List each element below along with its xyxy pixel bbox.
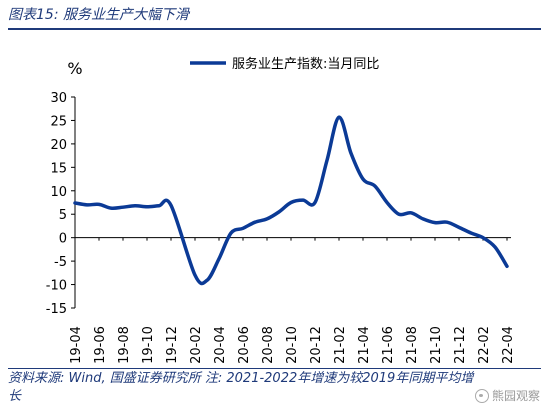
data-point-19-11 (158, 205, 160, 207)
data-point-20-05 (230, 232, 232, 234)
x-tick-label: 19-04 (69, 326, 84, 364)
x-tick-label: 20-08 (261, 326, 276, 364)
x-tick-label: 20-10 (285, 326, 300, 364)
data-point-21-12 (458, 226, 460, 228)
data-point-19-07 (110, 207, 112, 209)
y-tick-label: 5 (59, 208, 67, 223)
y-tick-label: -5 (54, 255, 67, 270)
y-tick-label: 20 (50, 138, 67, 153)
data-point-19-12 (170, 204, 172, 206)
data-point-20-11 (302, 199, 304, 201)
watermark: 熊园观察 (474, 387, 540, 404)
data-point-20-06 (242, 227, 244, 229)
data-point-21-10 (434, 221, 436, 223)
data-point-22-03 (494, 246, 496, 248)
x-ticks: 19-04 19-06 19-08 19-10 19-12 20-02 20-04 20-06… (69, 237, 516, 364)
watermark-text: 熊园观察 (491, 389, 540, 403)
data-point-20-04 (218, 258, 220, 260)
data-point-21-09 (422, 218, 424, 220)
data-point-21-08 (410, 212, 412, 214)
data-point-22-01 (470, 232, 472, 234)
chart-legend: 服务业生产指数:当月同比 (190, 56, 379, 72)
footer-divider (8, 368, 541, 369)
y-tick-label: 30 (50, 91, 67, 106)
x-tick-label: 21-02 (333, 326, 348, 364)
x-tick-label: 19-10 (141, 326, 156, 364)
y-ticks: 30 25 20 15 10 5 0 -5 -10 -15 (46, 91, 75, 317)
x-tick-label: 21-04 (357, 326, 372, 364)
y-tick-label: 25 (50, 114, 67, 129)
x-tick-label: 20-12 (309, 326, 324, 364)
data-point-21-07 (398, 213, 400, 215)
data-point-21-06 (386, 201, 388, 203)
legend-label: 服务业生产指数:当月同比 (232, 56, 379, 72)
data-point-21-03 (350, 152, 352, 154)
source-note: 资料来源: Wind, 国盛证券研究所 注: 2021-2022年增速为较201… (8, 371, 474, 404)
x-tick-label: 22-02 (477, 326, 492, 364)
data-point-20-08 (266, 218, 268, 220)
data-point-20-12 (314, 201, 316, 203)
data-point-19-05 (86, 204, 88, 206)
y-tick-label: -15 (46, 302, 67, 317)
title-underline (8, 28, 541, 30)
data-point-22-02 (482, 236, 484, 238)
data-point-20-10 (290, 201, 292, 203)
x-tick-label: 21-10 (429, 326, 444, 364)
data-point-21-02 (338, 116, 340, 118)
y-axis-label: % (67, 59, 82, 78)
y-tick-label: 10 (50, 185, 67, 200)
series-line-0 (73, 115, 509, 286)
data-point-21-04 (362, 178, 364, 180)
wechat-icon (474, 388, 489, 403)
x-tick-label: 20-04 (213, 326, 228, 364)
data-point-21-05 (374, 185, 376, 187)
x-tick-label: 19-12 (165, 326, 180, 364)
data-point-19-10 (146, 206, 148, 208)
series-layer (73, 115, 509, 286)
data-point-20-07 (254, 221, 256, 223)
data-point-21-01 (326, 159, 328, 161)
data-point-19-06 (98, 203, 100, 205)
line-chart: 30 25 20 15 10 5 0 -5 -10 -15 19-04 19-06 19-08 19-1… (46, 56, 516, 364)
data-point-20-02 (194, 274, 196, 276)
y-tick-label: -10 (46, 279, 67, 294)
data-point-20-09 (278, 211, 280, 213)
x-tick-label: 19-08 (117, 326, 132, 364)
x-tick-label: 22-04 (501, 326, 516, 364)
y-tick-label: 0 (59, 232, 67, 247)
data-point-19-09 (134, 205, 136, 207)
x-tick-label: 21-12 (453, 326, 468, 364)
x-tick-label: 21-06 (381, 326, 396, 364)
data-point-19-08 (122, 206, 124, 208)
x-tick-label: 20-02 (189, 326, 204, 364)
data-point-22-04 (506, 265, 508, 267)
x-tick-label: 20-06 (237, 326, 252, 364)
chart-title: 图表15: 服务业生产大幅下滑 (8, 7, 189, 23)
y-tick-label: 15 (50, 161, 67, 176)
x-tick-label: 21-08 (405, 326, 420, 364)
data-point-21-11 (446, 221, 448, 223)
data-point-19-04 (74, 202, 76, 204)
data-point-20-03 (206, 279, 208, 281)
x-tick-label: 19-06 (93, 326, 108, 364)
